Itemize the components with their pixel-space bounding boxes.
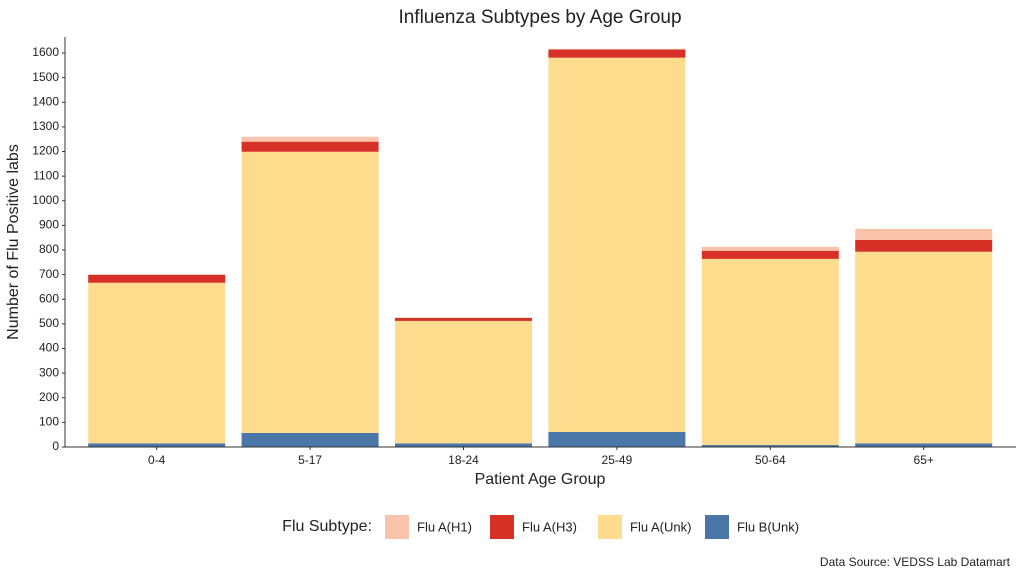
bar-segment bbox=[88, 443, 226, 447]
y-tick-label: 600 bbox=[39, 291, 59, 305]
y-tick-label: 1500 bbox=[32, 70, 59, 84]
legend-swatch bbox=[705, 515, 729, 539]
bar-segment bbox=[701, 246, 839, 251]
x-tick-label: 50-64 bbox=[755, 453, 786, 467]
bar-segment bbox=[855, 228, 993, 240]
y-tick-label: 700 bbox=[39, 267, 59, 281]
y-tick-label: 1000 bbox=[32, 193, 59, 207]
bar-segment bbox=[701, 250, 839, 259]
legend-label: Flu A(H3) bbox=[522, 519, 577, 534]
bar-segment bbox=[548, 49, 686, 58]
legend-swatch bbox=[385, 515, 409, 539]
bar-segment bbox=[241, 136, 379, 142]
y-tick-label: 1100 bbox=[33, 168, 59, 182]
bar-segment bbox=[855, 251, 993, 444]
y-tick-label: 0 bbox=[52, 439, 59, 453]
x-tick-label: 0-4 bbox=[148, 453, 166, 467]
bar-segment bbox=[855, 443, 993, 447]
chart-title: Influenza Subtypes by Age Group bbox=[398, 7, 681, 28]
bar-segment bbox=[395, 317, 532, 321]
legend-label: Flu A(Unk) bbox=[630, 519, 691, 534]
legend-swatch bbox=[490, 515, 514, 539]
x-axis-label: Patient Age Group bbox=[475, 471, 606, 488]
bar-segment bbox=[395, 443, 532, 447]
y-axis-label: Number of Flu Positive labs bbox=[5, 144, 22, 340]
bar-segment bbox=[701, 258, 839, 446]
bar-segment bbox=[241, 151, 379, 433]
legend-label: Flu B(Unk) bbox=[737, 519, 799, 534]
bar-segment bbox=[241, 141, 379, 152]
legend-swatch bbox=[598, 515, 622, 539]
y-tick-label: 300 bbox=[39, 365, 59, 379]
bar-segment bbox=[855, 239, 993, 252]
bar-segment bbox=[395, 320, 532, 444]
y-tick-label: 800 bbox=[39, 242, 59, 256]
x-tick-label: 5-17 bbox=[298, 453, 322, 467]
legend-label: Flu A(H1) bbox=[417, 519, 472, 534]
y-tick-label: 1400 bbox=[32, 94, 59, 108]
x-tick-label: 18-24 bbox=[448, 453, 479, 467]
y-tick-label: 1200 bbox=[32, 144, 59, 158]
bar-segment bbox=[548, 57, 686, 432]
y-tick-label: 200 bbox=[39, 390, 59, 404]
bar-segment bbox=[88, 274, 226, 283]
y-tick-label: 1300 bbox=[32, 119, 59, 133]
legend-title: Flu Subtype: bbox=[282, 518, 372, 535]
y-tick-label: 900 bbox=[39, 218, 59, 232]
bar-segment bbox=[701, 445, 839, 447]
bar-segment bbox=[241, 432, 379, 447]
y-tick-label: 100 bbox=[39, 415, 59, 429]
bar-segment bbox=[548, 48, 686, 50]
y-tick-label: 400 bbox=[39, 341, 59, 355]
y-tick-label: 1600 bbox=[32, 45, 59, 59]
caption: Data Source: VEDSS Lab Datamart bbox=[820, 555, 1011, 569]
x-tick-label: 25-49 bbox=[602, 453, 633, 467]
bar-segment bbox=[548, 431, 686, 447]
y-tick-label: 500 bbox=[39, 316, 59, 330]
x-tick-label: 65+ bbox=[914, 453, 934, 467]
bar-segment bbox=[88, 274, 226, 275]
bar-segment bbox=[88, 282, 226, 444]
